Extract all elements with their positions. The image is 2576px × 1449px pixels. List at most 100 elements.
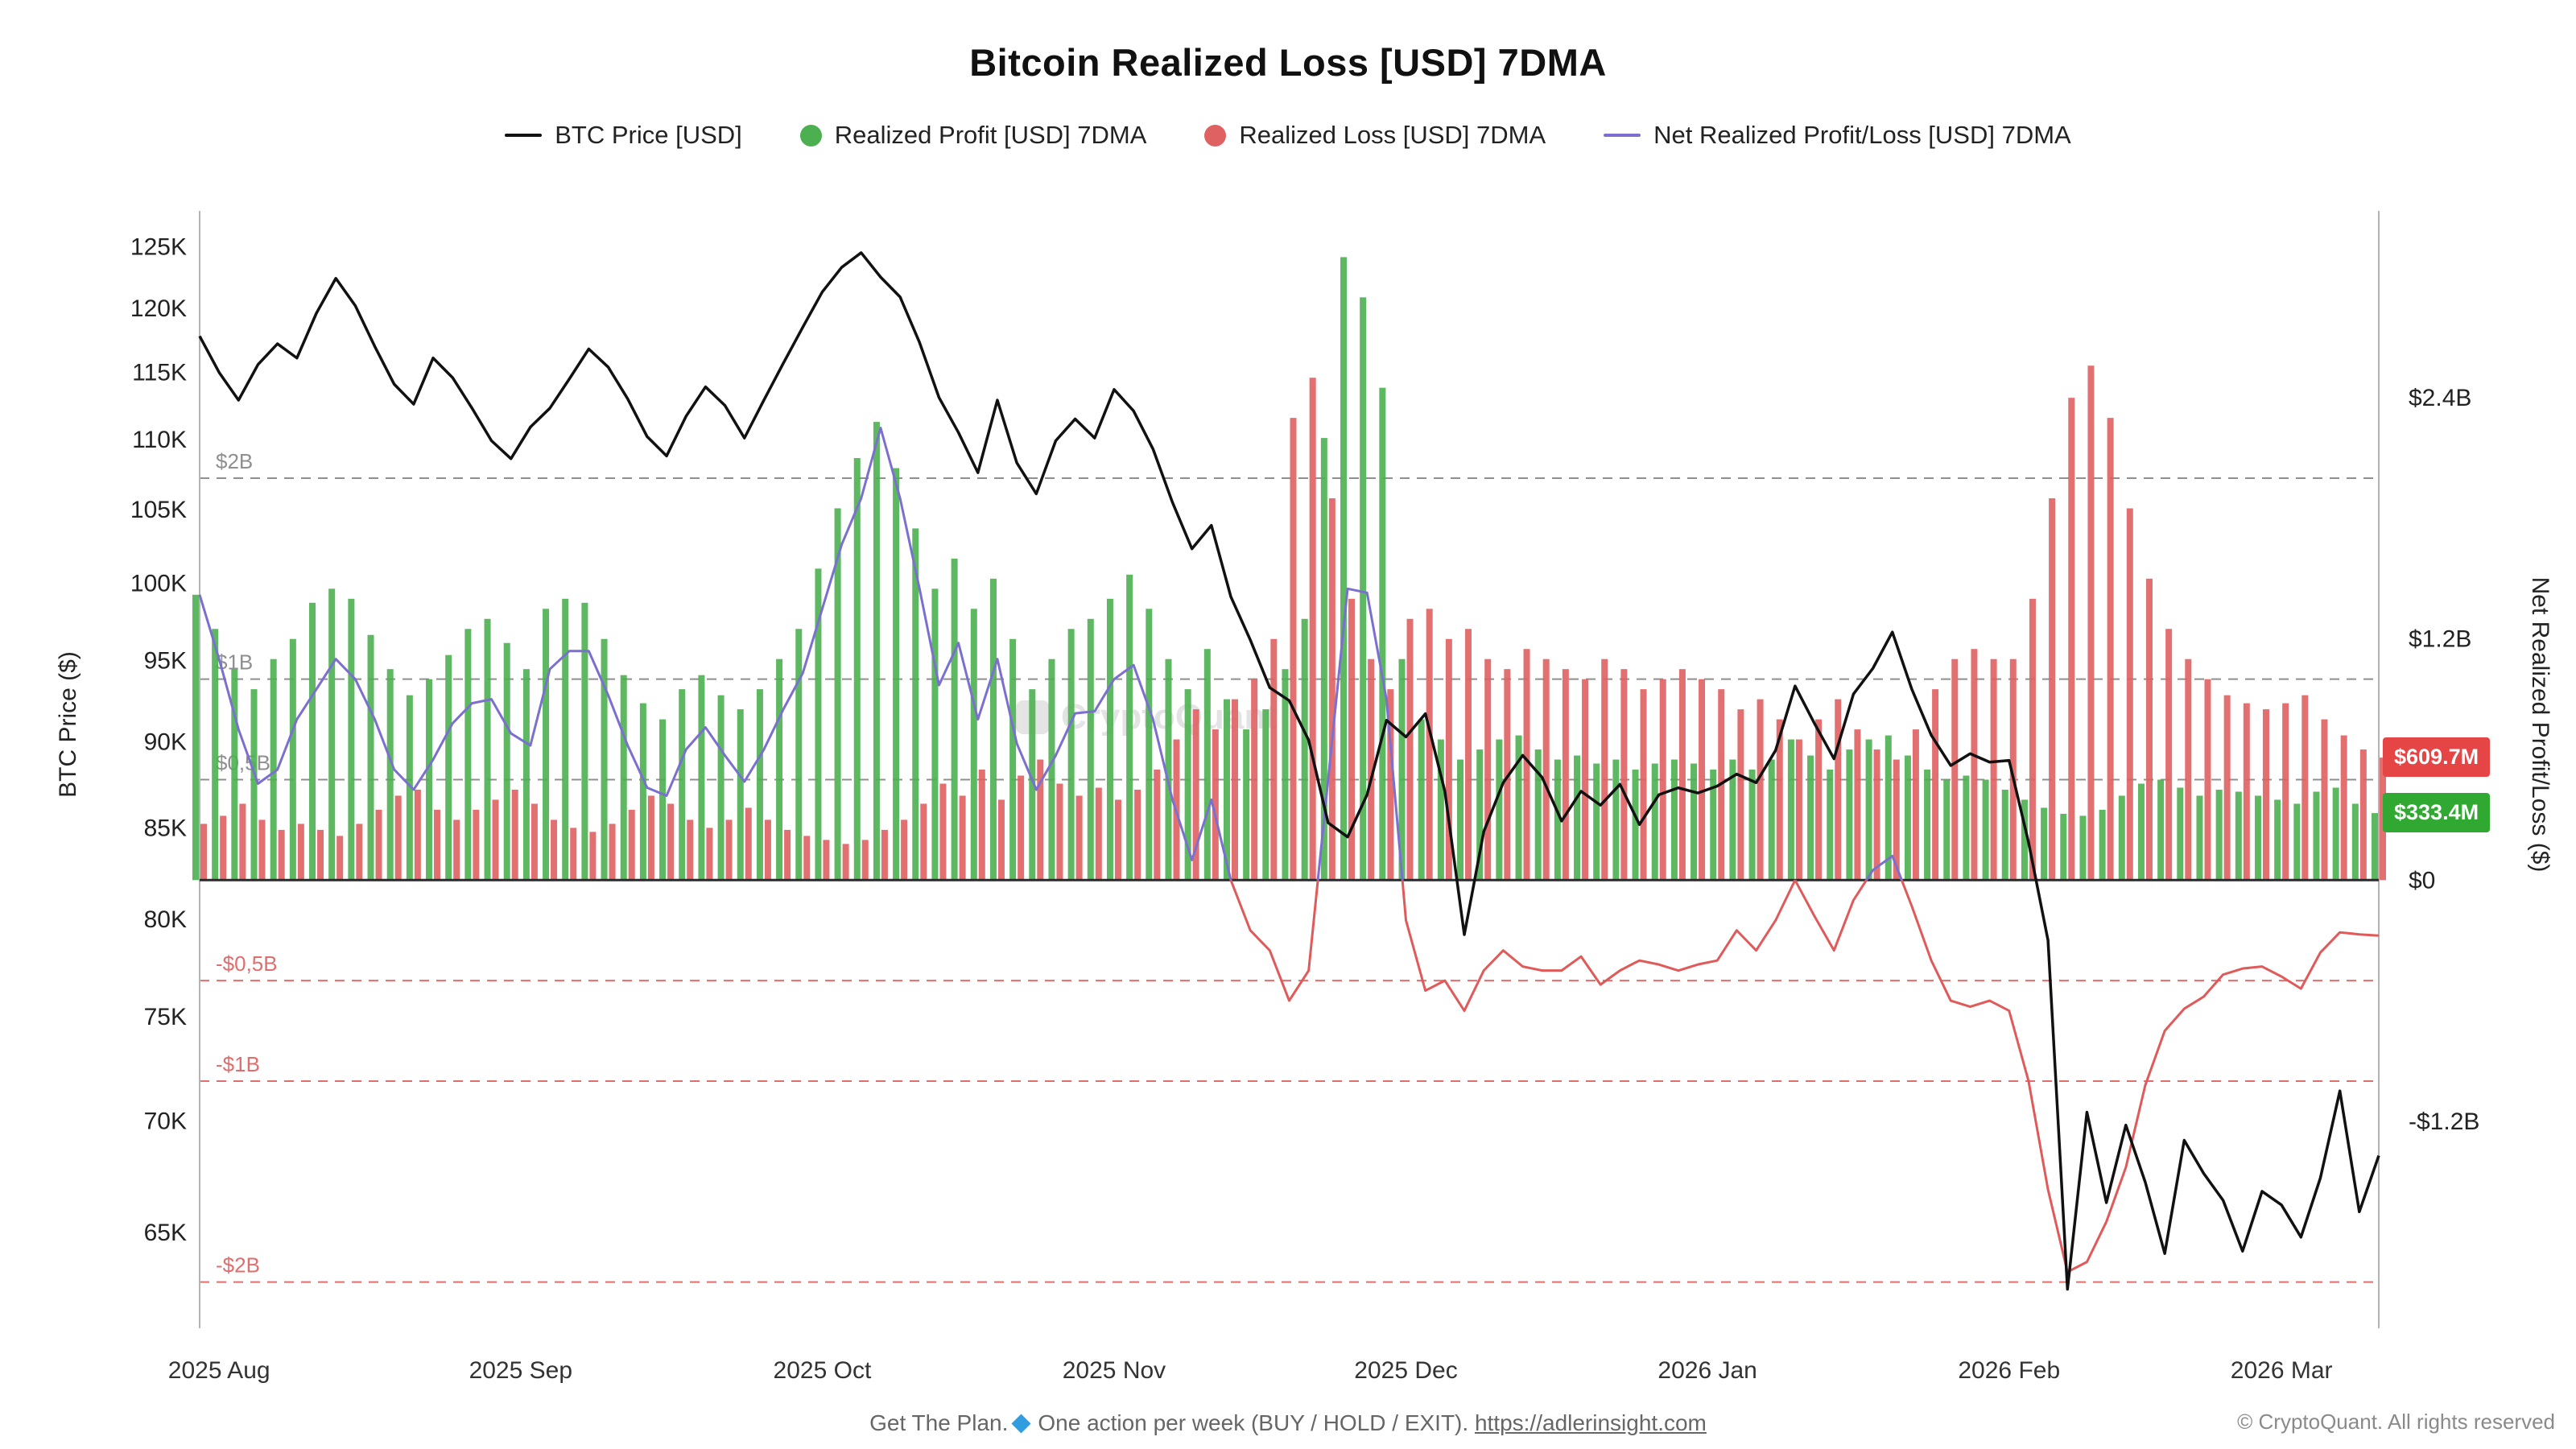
profit-bar bbox=[1379, 387, 1386, 881]
loss-bar bbox=[1912, 729, 1919, 881]
guide-label: -$2B bbox=[216, 1253, 260, 1278]
left-axis-tick: 90K bbox=[144, 729, 187, 756]
x-axis-tick: 2025 Nov bbox=[1063, 1357, 1166, 1384]
loss-bar bbox=[1699, 679, 1706, 881]
net-line bbox=[1316, 587, 1404, 881]
btc-price-line bbox=[198, 251, 2380, 1291]
profit-bar bbox=[620, 675, 627, 881]
profit-bar bbox=[1165, 658, 1172, 881]
profit-bar bbox=[1418, 719, 1425, 881]
legend-item-net-realized-profit-loss-usd-7dma[interactable]: Net Realized Profit/Loss [USD] 7DMA bbox=[1604, 121, 2071, 150]
profit-bar bbox=[1593, 763, 1600, 881]
net-line bbox=[1794, 879, 1868, 952]
loss-bar bbox=[336, 836, 344, 881]
loss-bar bbox=[394, 795, 402, 881]
loss-bar bbox=[2165, 629, 2173, 881]
diamond-icon bbox=[1011, 1414, 1031, 1434]
loss-bar bbox=[1212, 729, 1219, 881]
legend-item-realized-profit-usd-7dma[interactable]: Realized Profit [USD] 7DMA bbox=[799, 121, 1146, 150]
profit-bar bbox=[270, 658, 277, 881]
left-axis-tick: 70K bbox=[144, 1108, 187, 1134]
loss-bar bbox=[1951, 658, 1959, 881]
profit-bar bbox=[1807, 755, 1814, 881]
loss-bar bbox=[1523, 649, 1530, 881]
loss-bar bbox=[1484, 658, 1492, 881]
loss-bar bbox=[1328, 497, 1335, 881]
profit-bar bbox=[1243, 729, 1250, 881]
profit-bar bbox=[1865, 739, 1872, 881]
profit-bar bbox=[1223, 699, 1230, 881]
loss-bar bbox=[1835, 699, 1842, 881]
profit-bar bbox=[1768, 759, 1775, 881]
loss-bar bbox=[317, 829, 324, 881]
right-axis-tick: -$1.2B bbox=[2409, 1108, 2479, 1135]
loss-bar bbox=[1542, 658, 1550, 881]
profit-bar bbox=[2274, 799, 2281, 881]
loss-bar bbox=[667, 803, 675, 881]
loss-bar bbox=[881, 829, 888, 881]
profit-bar bbox=[464, 629, 472, 881]
profit-bar bbox=[815, 568, 822, 881]
loss-bar bbox=[1795, 739, 1802, 881]
profit-bar bbox=[1457, 759, 1464, 881]
profit-bar bbox=[1009, 638, 1017, 881]
profit-bar bbox=[1710, 770, 1717, 881]
profit-bar bbox=[601, 638, 608, 881]
guide-label: -$0,5B bbox=[216, 952, 278, 976]
profit-bar bbox=[1340, 257, 1348, 881]
profit-bar bbox=[2099, 809, 2106, 881]
loss-bar bbox=[375, 809, 382, 881]
profit-bar bbox=[543, 609, 550, 881]
chart-title: Bitcoin Realized Loss [USD] 7DMA bbox=[969, 41, 1607, 84]
loss-bar bbox=[687, 819, 694, 881]
profit-bar bbox=[1203, 649, 1211, 881]
profit-bar bbox=[289, 638, 296, 881]
loss-bar bbox=[589, 832, 597, 881]
loss-bar bbox=[745, 807, 752, 881]
profit-bar bbox=[1067, 629, 1075, 881]
loss-bar bbox=[1620, 669, 1628, 881]
profit-bar bbox=[1670, 759, 1678, 881]
loss-bar bbox=[901, 819, 908, 881]
profit-bar bbox=[212, 629, 219, 881]
profit-bar bbox=[309, 602, 316, 881]
loss-bar bbox=[1640, 689, 1647, 881]
loss-bar bbox=[200, 824, 207, 881]
profit-bar bbox=[1943, 779, 1951, 881]
legend: BTC Price [USD] Realized Profit [USD] 7DM… bbox=[0, 121, 2576, 150]
left-axis-tick: 95K bbox=[144, 647, 187, 674]
profit-bar bbox=[1262, 709, 1269, 881]
profit-bar bbox=[698, 675, 705, 881]
loss-bar bbox=[647, 795, 654, 881]
loss-bar bbox=[2282, 703, 2289, 881]
loss-bar bbox=[1990, 658, 1997, 881]
profit-bar bbox=[1146, 609, 1153, 881]
loss-bar bbox=[2068, 398, 2075, 881]
profit-bar bbox=[834, 508, 841, 881]
guide-label: $0,5B bbox=[216, 750, 270, 774]
net-line bbox=[1401, 879, 1797, 1013]
profit-bar bbox=[2351, 803, 2359, 881]
profit-bar bbox=[2332, 787, 2339, 881]
profit-bar bbox=[445, 654, 452, 881]
loss-bar bbox=[1018, 775, 1025, 881]
profit-bar bbox=[522, 669, 530, 881]
footer: Get The Plan. One action per week (BUY / … bbox=[0, 1410, 2576, 1436]
footer-cta: Get The Plan. bbox=[869, 1410, 1009, 1435]
adlerinsight-link[interactable]: https://adlerinsight.com bbox=[1474, 1410, 1707, 1435]
legend-item-realized-loss-usd-7dma[interactable]: Realized Loss [USD] 7DMA bbox=[1204, 121, 1546, 150]
loss-bar bbox=[551, 819, 558, 881]
legend-item-btc-price-usd[interactable]: BTC Price [USD] bbox=[505, 121, 742, 150]
loss-bar bbox=[609, 824, 616, 881]
profit-bar bbox=[1029, 689, 1036, 881]
loss-bar bbox=[1368, 658, 1375, 881]
loss-bar bbox=[1426, 609, 1433, 881]
loss-bar bbox=[2126, 508, 2133, 881]
profit-bar bbox=[776, 658, 783, 881]
loss-bar bbox=[1873, 749, 1880, 881]
profit-bar bbox=[1690, 763, 1698, 881]
profit-bar bbox=[231, 669, 238, 881]
profit-bar bbox=[1106, 598, 1113, 881]
loss-bar bbox=[2049, 497, 2056, 881]
